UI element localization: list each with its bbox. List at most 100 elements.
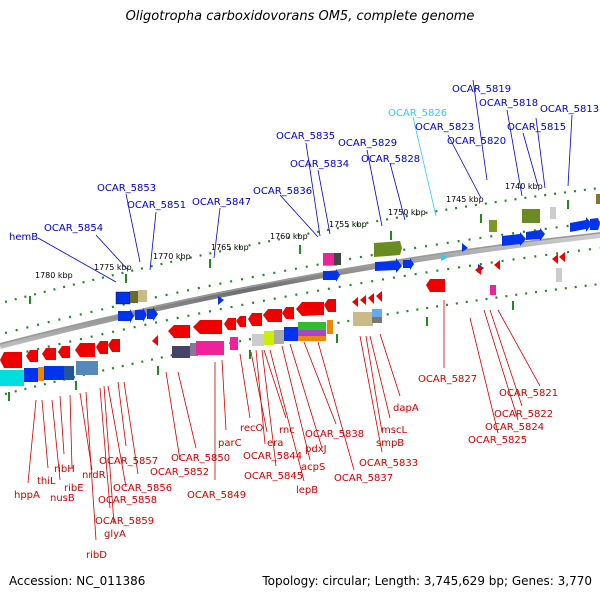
kbp-label: 1750 kbp <box>388 208 426 217</box>
gene-arrow <box>193 320 222 334</box>
gene-label: hemB <box>9 232 38 243</box>
gene-label: OCAR_5815 <box>507 122 566 133</box>
kbp-label: 1760 kbp <box>270 232 308 241</box>
gene-feature <box>264 331 274 345</box>
gene-feature <box>76 361 98 375</box>
gene-feature <box>550 207 556 219</box>
gene-label: OCAR_5827 <box>418 374 477 385</box>
gene-feature <box>372 317 382 323</box>
gene-arrow <box>248 313 262 326</box>
forward-strand-genes <box>115 194 600 323</box>
gene-label: OCAR_5834 <box>290 159 349 170</box>
gene-arrow <box>352 297 358 307</box>
gene-feature <box>323 253 334 265</box>
gene-label: dapA <box>393 403 419 414</box>
gene-label: OCAR_5825 <box>468 435 527 446</box>
gene-feature <box>252 334 264 346</box>
top-leader-line-highlight <box>412 116 437 217</box>
gene-feature <box>334 253 341 265</box>
gene-label: mscL <box>381 425 407 436</box>
topology-text: Topology: circular; Length: 3,745,629 bp… <box>262 574 592 588</box>
gene-label: ribH <box>54 464 75 475</box>
gene-label: OCAR_5851 <box>127 200 186 211</box>
gene-label: OCAR_5844 <box>243 451 302 462</box>
gene-label: OCAR_5824 <box>485 422 544 433</box>
gene-feature <box>327 320 333 334</box>
gene-label: hppA <box>14 490 40 501</box>
gene-label: OCAR_5818 <box>479 98 538 109</box>
tick-row-top-outer <box>4 186 600 304</box>
gene-arrow <box>559 252 565 262</box>
gene-arrow <box>360 295 366 305</box>
gene-arrow <box>96 341 108 354</box>
gene-arrow <box>42 348 56 360</box>
gene-label: lepB <box>296 485 318 496</box>
gene-arrow <box>75 343 95 357</box>
gene-arrow <box>218 296 224 305</box>
gene-label: OCAR_5826 <box>388 108 447 119</box>
gene-arrow <box>403 258 414 270</box>
gene-label: OCAR_5849 <box>187 490 246 501</box>
map-title: Oligotropha carboxidovorans OM5, complet… <box>125 9 475 24</box>
gene-label: OCAR_5837 <box>334 473 393 484</box>
gene-feature <box>64 366 74 380</box>
reverse-strand-genes <box>0 252 565 386</box>
bottom-leader-lines <box>27 300 541 541</box>
gene-label: ribD <box>86 550 107 561</box>
gene-label: glyA <box>104 529 126 540</box>
gene-arrow <box>108 339 120 352</box>
gene-label: rnc <box>279 425 295 436</box>
gene-arrow <box>152 335 158 346</box>
gene-label: OCAR_5847 <box>192 197 251 208</box>
gene-feature <box>490 285 496 295</box>
gene-feature <box>372 309 382 317</box>
gene-arrow <box>147 307 158 321</box>
gene-label: OCAR_5822 <box>494 409 553 420</box>
gene-feature <box>190 343 198 356</box>
genome-backbone <box>0 232 600 349</box>
gene-arrow <box>462 243 468 252</box>
gene-label: ribE <box>64 483 84 494</box>
gene-arrow <box>0 352 22 368</box>
gene-arrow <box>26 350 38 362</box>
gene-feature <box>138 290 147 302</box>
kbp-label: 1770 kbp <box>153 252 191 261</box>
gene-label: OCAR_5833 <box>359 458 418 469</box>
gene-arrow <box>368 293 374 304</box>
gene-arrow <box>376 291 382 302</box>
tick-row-bottom-outer <box>4 282 600 396</box>
gene-feature <box>298 336 326 341</box>
bottom-gene-labels: hppA thiL nusB ribH ribE nrdR ribD OCAR_… <box>14 374 558 561</box>
gene-arrow <box>118 309 134 323</box>
gene-feature <box>172 346 190 358</box>
gene-feature <box>489 220 497 232</box>
gene-arrow <box>324 299 336 312</box>
gene-arrow <box>441 252 447 261</box>
gene-label: acpS <box>301 462 325 473</box>
gene-feature <box>274 330 284 344</box>
gene-arrow <box>375 258 402 273</box>
gene-arrow <box>526 228 545 241</box>
gene-label: OCAR_5820 <box>447 136 506 147</box>
gene-arrow <box>323 269 340 282</box>
gene-arrow <box>263 309 282 322</box>
gene-label: era <box>267 438 283 449</box>
gene-label: OCAR_5850 <box>171 453 230 464</box>
kbp-label: 1780 kbp <box>35 271 73 280</box>
gene-arrow <box>502 232 526 246</box>
gene-label: nrdR <box>82 470 106 481</box>
kbp-label: 1745 kbp <box>446 195 484 204</box>
gene-arrow <box>426 279 445 292</box>
gene-arrow <box>570 217 592 232</box>
gene-feature <box>298 330 326 336</box>
gene-label: OCAR_5819 <box>452 84 511 95</box>
gene-label: OCAR_5858 <box>98 495 157 506</box>
gene-label: smpB <box>376 438 404 449</box>
gene-arrow <box>475 265 481 275</box>
gene-feature <box>522 209 540 223</box>
kbp-label: 1765 kbp <box>211 243 249 252</box>
gene-arrow <box>236 316 246 327</box>
gene-arrow <box>590 218 600 230</box>
gene-feature <box>556 268 562 282</box>
